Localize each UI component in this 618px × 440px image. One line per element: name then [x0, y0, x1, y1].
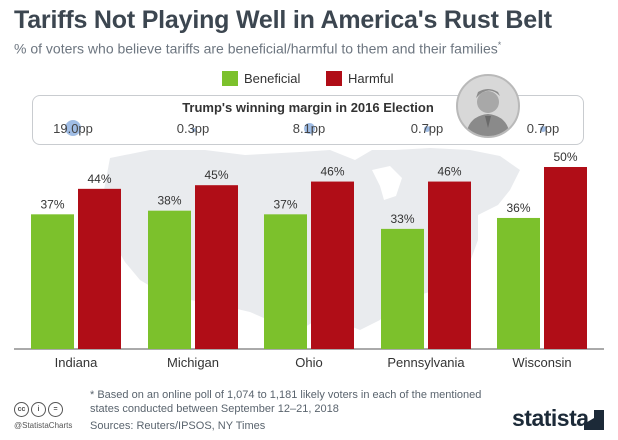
nd-icon: =: [48, 402, 63, 417]
data-label-harmful-indiana: 44%: [87, 172, 111, 186]
bar-harmful-wisconsin: [544, 167, 587, 349]
x-tick-label-indiana: Indiana: [55, 355, 98, 370]
legend: Beneficial Harmful: [0, 70, 618, 86]
portrait-drawing: [466, 89, 510, 136]
data-label-harmful-wisconsin: 50%: [553, 150, 577, 164]
margin-bubble-michigan: [192, 128, 196, 132]
x-tick-label-ohio: Ohio: [295, 355, 322, 370]
data-label-beneficial-ohio: 37%: [273, 197, 297, 211]
x-tick-label-pennsylvania: Pennsylvania: [387, 355, 465, 370]
bar-harmful-indiana: [78, 188, 121, 349]
subtitle-footnote-mark: *: [497, 40, 502, 50]
x-tick-label-wisconsin: Wisconsin: [512, 355, 571, 370]
license-icons: cc i =: [14, 402, 63, 417]
bar-beneficial-pennsylvania: [381, 228, 424, 349]
great-lakes-shape: [372, 166, 402, 200]
margin-value-ohio: 8.1pp: [292, 121, 326, 136]
margin-bubble-wisconsin: [540, 126, 546, 132]
legend-swatch-beneficial: [222, 70, 238, 86]
chart-title: Tariffs Not Playing Well in America's Ru…: [14, 6, 552, 34]
legend-item-beneficial: Beneficial: [222, 70, 300, 86]
sources: Sources: Reuters/IPSOS, NY Times: [90, 420, 266, 432]
data-label-harmful-ohio: 46%: [320, 165, 344, 179]
x-tick-label-michigan: Michigan: [167, 355, 219, 370]
bar-harmful-michigan: [195, 185, 238, 349]
statista-handle: @StatistaCharts: [14, 421, 73, 430]
statista-logo-text[interactable]: statista: [512, 405, 589, 431]
legend-item-harmful: Harmful: [326, 70, 394, 86]
by-icon: i: [31, 402, 46, 417]
margin-value-michigan: 0.3pp: [176, 121, 210, 136]
chart-subtitle: % of voters who believe tariffs are bene…: [14, 40, 501, 57]
data-label-harmful-michigan: 45%: [204, 168, 228, 182]
bars-group: 37% 44% Indiana 38% 45% Michigan 37% 46% Ohio 33%…: [31, 150, 587, 370]
bar-harmful-ohio: [311, 181, 354, 349]
subtitle-text: % of voters who believe tariffs are bene…: [14, 40, 498, 57]
data-label-beneficial-indiana: 37%: [40, 197, 64, 211]
margin-bubble-pennsylvania: [424, 126, 430, 132]
statista-logo-icon: [584, 410, 604, 430]
bar-beneficial-wisconsin: [497, 217, 540, 349]
data-label-harmful-pennsylvania: 46%: [437, 165, 461, 179]
margin-value-pennsylvania: 0.7pp: [410, 121, 444, 136]
data-label-beneficial-pennsylvania: 33%: [390, 212, 414, 226]
bar-beneficial-michigan: [148, 210, 191, 349]
margin-bubble-ohio: [304, 123, 315, 134]
legend-label-harmful: Harmful: [348, 70, 394, 86]
trump-portrait-icon: [456, 74, 520, 138]
bar-beneficial-ohio: [264, 214, 307, 349]
legend-swatch-harmful: [326, 70, 342, 86]
margin-bubble-indiana: [65, 120, 81, 136]
bar-beneficial-indiana: [31, 214, 74, 349]
margin-panel-title: Trump's winning margin in 2016 Election: [182, 100, 434, 115]
margin-value-wisconsin: 0.7pp: [526, 121, 560, 136]
bar-harmful-pennsylvania: [428, 181, 471, 349]
data-label-beneficial-wisconsin: 36%: [506, 201, 530, 215]
footnote: * Based on an online poll of 1,074 to 1,…: [90, 389, 482, 415]
cc-icon: cc: [14, 402, 29, 417]
margin-value-indiana: 19.0pp: [53, 121, 93, 136]
legend-label-beneficial: Beneficial: [244, 70, 301, 86]
data-label-beneficial-michigan: 38%: [157, 194, 181, 208]
